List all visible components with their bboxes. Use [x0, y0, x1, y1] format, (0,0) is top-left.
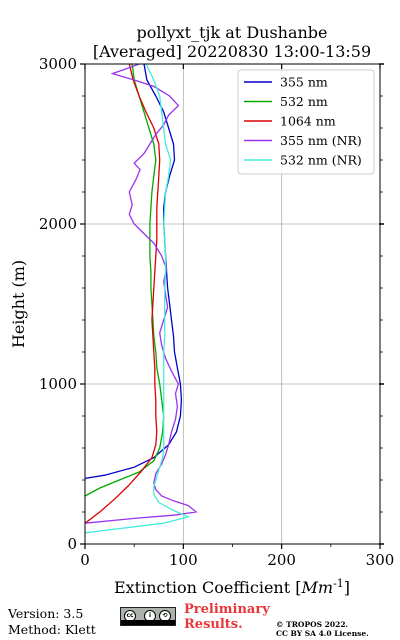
x-tick-label: 0 [80, 551, 90, 569]
y-axis-label: Height (m) [9, 260, 28, 348]
x-tick-label: 100 [169, 551, 198, 569]
preliminary-line-2: Results. [184, 617, 243, 632]
legend-label: 532 nm (NR) [280, 153, 362, 168]
chart-subtitle: [Averaged] 20220830 13:00-13:59 [93, 42, 371, 61]
series-line-0 [85, 64, 183, 480]
series-lines [85, 64, 198, 534]
legend-label: 532 nm [280, 94, 328, 109]
legend-label: 355 nm (NR) [280, 133, 362, 148]
series-line-3 [85, 64, 198, 524]
cc-license-badge: cc i ⟲ [120, 607, 176, 626]
y-tick-label: 3000 [39, 55, 77, 73]
chart-title: pollyxt_tjk at Dushanbe [136, 23, 327, 42]
copyright-line-1: © TROPOS 2022. [276, 620, 349, 629]
series-line-1 [85, 64, 165, 497]
x-axis-label: Extinction Coefficient [Mm-1] [114, 577, 350, 597]
extinction-profile-chart: pollyxt_tjk at Dushanbe [Averaged] 20220… [9, 23, 395, 597]
y-tick-label: 0 [67, 535, 77, 553]
legend-label: 355 nm [280, 75, 328, 90]
legend-box [237, 69, 375, 175]
preliminary-notice: Preliminary Results. [184, 602, 270, 632]
y-tick-label: 2000 [39, 215, 77, 233]
method-text: Method: Klett [8, 622, 96, 637]
badge-strip [121, 620, 175, 625]
copyright-notice: © TROPOS 2022. CC BY SA 4.0 License. [276, 620, 369, 638]
series-line-2 [85, 64, 161, 524]
x-tick-label: 200 [267, 551, 296, 569]
legend-label: 1064 nm [280, 114, 336, 129]
copyright-line-2: CC BY SA 4.0 License. [276, 629, 369, 638]
footer-info: Version: 3.5 Method: Klett [8, 606, 96, 638]
x-tick-label: 300 [366, 551, 395, 569]
y-tick-label: 1000 [39, 375, 77, 393]
version-text: Version: 3.5 [8, 606, 84, 621]
legend: 355 nm 532 nm 1064 nm 355 nm (NR) 532 nm (NR… [237, 69, 375, 175]
series-line-4 [85, 64, 191, 534]
preliminary-line-1: Preliminary [184, 602, 270, 617]
